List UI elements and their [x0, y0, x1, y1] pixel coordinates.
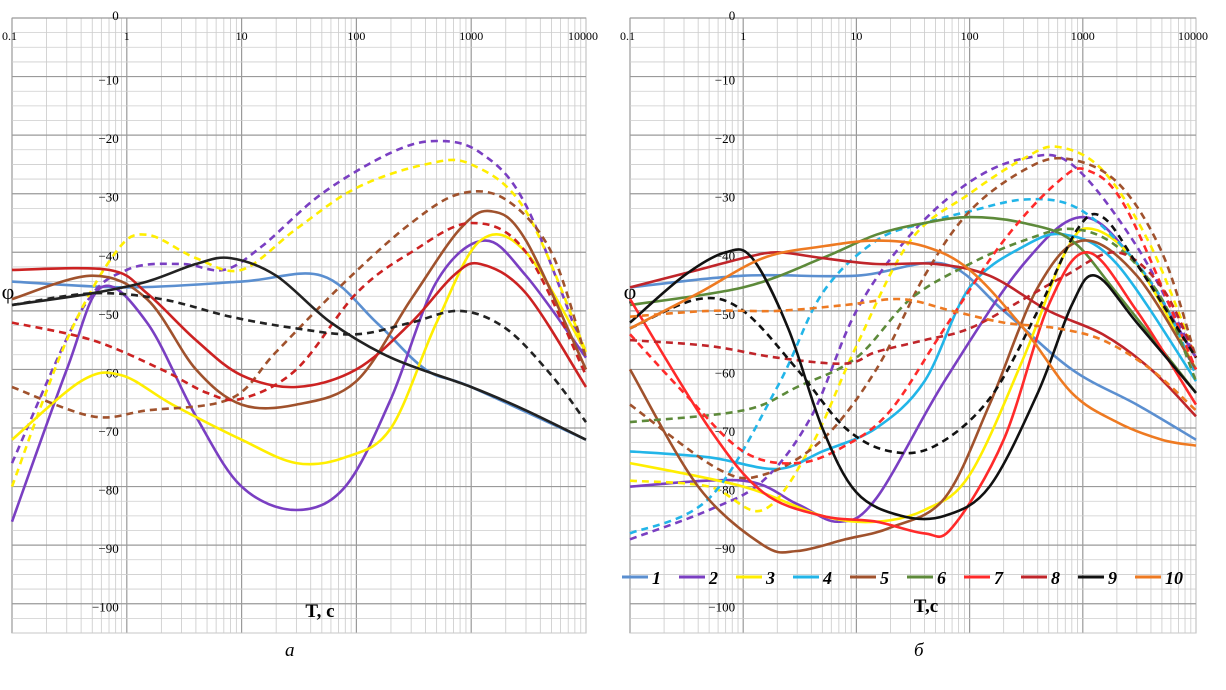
- series-line-9-dashed: [11, 221, 588, 402]
- legend: 1 2 3 4 5 6 7 8 9 10: [622, 568, 1183, 588]
- x-tick-label: 10000: [1178, 29, 1208, 43]
- legend-label-2: 2: [708, 568, 718, 588]
- y-tick-label: −70: [715, 424, 735, 439]
- y-tick-label: −100: [92, 600, 119, 615]
- y-tick-label: −40: [98, 248, 118, 263]
- x-tick-label: 0.1: [620, 29, 635, 43]
- series-group: [628, 145, 1198, 554]
- y-tick-label: −80: [715, 483, 735, 498]
- series-line-3-dashed: [10, 139, 588, 464]
- y-axis-label: φ: [2, 279, 15, 304]
- series-line-5-dashed: [10, 158, 588, 488]
- legend-label-8: 8: [1051, 568, 1060, 588]
- series-line-1-solid: [629, 261, 1197, 441]
- x-tick-label: 10: [236, 29, 248, 43]
- x-tick-label: 0.1: [2, 29, 17, 43]
- y-tick-label: −50: [715, 307, 735, 322]
- series-line-3-dashed: [629, 153, 1198, 541]
- caption-panel-b: б: [914, 640, 924, 661]
- series-line-11-dashed: [629, 227, 1198, 424]
- y-tick-label: 0: [729, 8, 736, 23]
- series-line-18-solid: [629, 239, 1197, 447]
- y-tick-label: 0: [112, 8, 119, 23]
- y-tick-label: −30: [98, 190, 118, 205]
- legend-label-6: 6: [937, 568, 946, 588]
- y-tick-label: −30: [715, 190, 735, 205]
- series-line-16-solid: [629, 248, 1197, 521]
- x-tick-label: 1000: [459, 29, 483, 43]
- x-tick-label: 1000: [1071, 29, 1095, 43]
- y-tick-label: −10: [98, 73, 118, 88]
- y-tick-label: −10: [715, 73, 735, 88]
- x-tick-label: 100: [961, 29, 979, 43]
- x-tick-label: 1: [124, 29, 130, 43]
- series-line-2-solid: [10, 239, 588, 523]
- y-tick-label: −60: [715, 365, 735, 380]
- series-line-11-dashed: [11, 291, 588, 423]
- x-axis-label: T,c: [914, 596, 938, 617]
- y-tick-label: −20: [715, 131, 735, 146]
- y-tick-label: −90: [98, 541, 118, 556]
- x-tick-label: 10000: [568, 29, 598, 43]
- chart-panel-b: 0.1 1 10 100 1000 100000−10−20−30−40−50−60−70…: [620, 8, 1208, 634]
- series-line-4-solid: [629, 227, 1198, 524]
- caption-panel-a: а: [285, 640, 295, 661]
- x-tick-label: 100: [347, 29, 365, 43]
- legend-label-10: 10: [1165, 568, 1183, 588]
- x-tick-label: 1: [740, 29, 746, 43]
- grid: [11, 17, 586, 634]
- series-line-14-solid: [629, 251, 1197, 418]
- series-line-10-solid: [11, 256, 587, 441]
- y-tick-label: −80: [98, 483, 118, 498]
- y-tick-label: −100: [708, 600, 735, 615]
- y-tick-label: −70: [98, 424, 118, 439]
- y-tick-label: −50: [98, 307, 118, 322]
- series-line-13-dashed: [629, 167, 1198, 465]
- series-line-7-dashed: [629, 197, 1198, 535]
- x-axis-label: T, c: [305, 601, 334, 622]
- series-line-15-dashed: [629, 250, 1198, 366]
- series-line-4-solid: [11, 232, 588, 466]
- series-group: [10, 139, 588, 523]
- y-tick-label: −20: [98, 131, 118, 146]
- legend-label-4: 4: [822, 568, 832, 588]
- legend-label-3: 3: [765, 568, 775, 588]
- series-line-8-solid: [628, 239, 1198, 554]
- y-tick-label: −90: [715, 541, 735, 556]
- x-tick-label: 10: [850, 29, 862, 43]
- series-line-8-solid: [11, 261, 588, 389]
- legend-label-1: 1: [652, 568, 661, 588]
- legend-label-9: 9: [1108, 568, 1117, 588]
- series-line-6-solid: [629, 232, 1198, 471]
- chart-panel-a: 0.1 1 10 100 1000 100000−10−20−30−40−50−60−70…: [2, 8, 598, 634]
- legend-label-5: 5: [880, 568, 889, 588]
- series-line-7-dashed: [11, 189, 588, 419]
- legend-label-7: 7: [994, 568, 1004, 588]
